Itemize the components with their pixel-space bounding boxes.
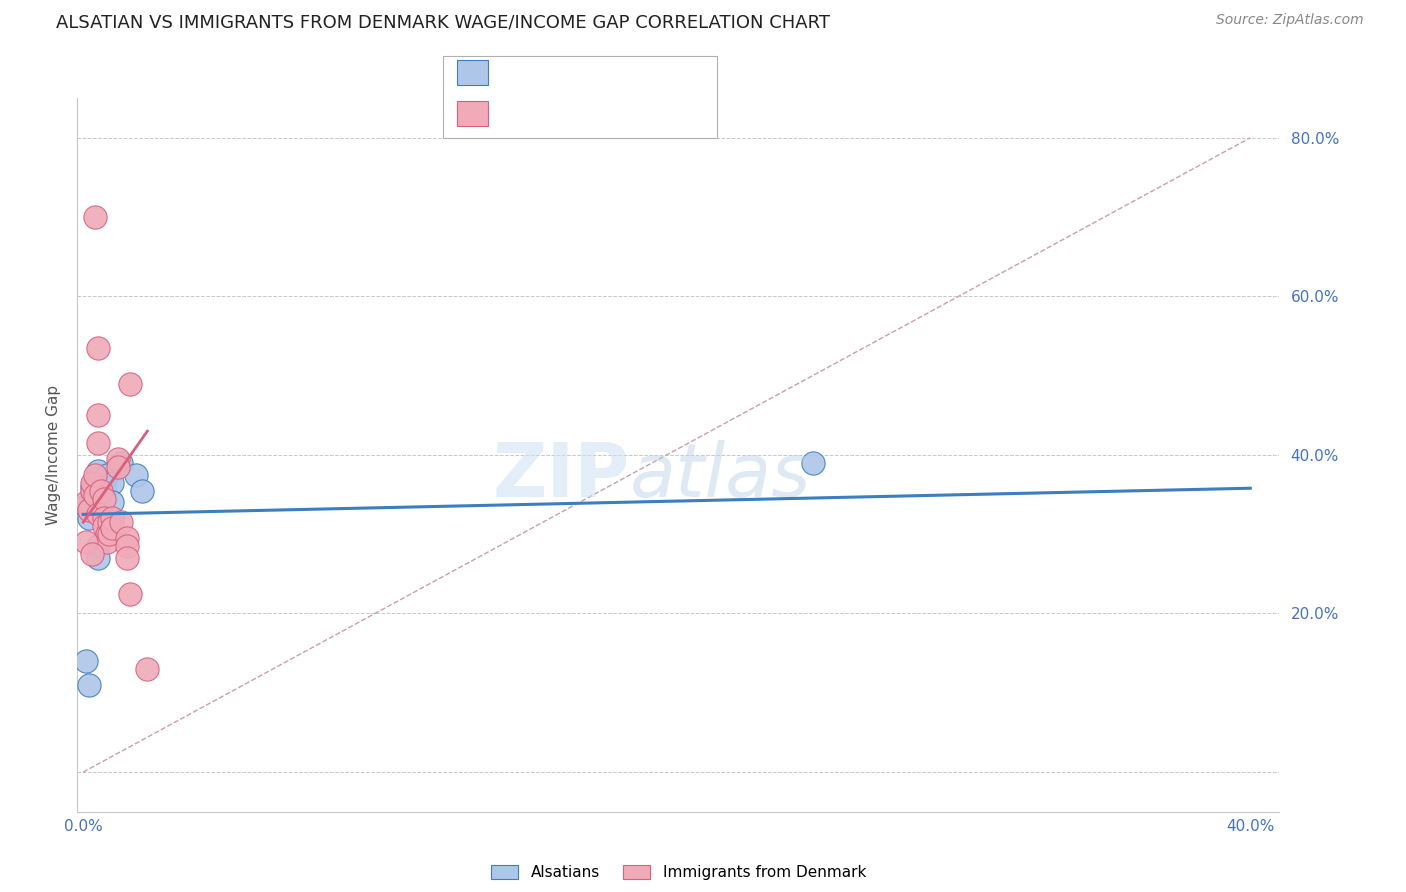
Text: R =: R = bbox=[498, 65, 531, 80]
Point bbox=[87, 341, 110, 355]
Point bbox=[77, 503, 100, 517]
Point bbox=[96, 527, 118, 541]
Point bbox=[83, 480, 105, 494]
Point bbox=[110, 456, 132, 470]
Point bbox=[80, 547, 103, 561]
Point bbox=[107, 451, 129, 466]
Text: N =: N = bbox=[581, 106, 624, 121]
Point bbox=[96, 467, 118, 482]
Text: 0.156: 0.156 bbox=[529, 106, 576, 121]
Point bbox=[118, 376, 141, 391]
Point bbox=[93, 519, 115, 533]
Text: 32: 32 bbox=[626, 106, 647, 121]
Point bbox=[101, 475, 124, 490]
Point bbox=[87, 551, 110, 566]
Point bbox=[101, 521, 124, 535]
Point bbox=[131, 483, 153, 498]
Point bbox=[87, 475, 110, 490]
Point bbox=[83, 467, 105, 482]
Point bbox=[75, 495, 97, 509]
Point bbox=[80, 487, 103, 501]
Point bbox=[83, 210, 105, 224]
Point bbox=[80, 480, 103, 494]
Point bbox=[125, 467, 148, 482]
Point bbox=[101, 511, 124, 525]
Point bbox=[93, 511, 115, 525]
Legend: Alsatians, Immigrants from Denmark: Alsatians, Immigrants from Denmark bbox=[485, 858, 872, 886]
Point bbox=[77, 678, 100, 692]
Point bbox=[115, 551, 138, 566]
Point bbox=[118, 587, 141, 601]
Text: atlas: atlas bbox=[630, 441, 811, 512]
Text: ZIP: ZIP bbox=[494, 440, 630, 513]
Point bbox=[83, 487, 105, 501]
Point bbox=[87, 539, 110, 553]
Point bbox=[75, 654, 97, 668]
Text: ALSATIAN VS IMMIGRANTS FROM DENMARK WAGE/INCOME GAP CORRELATION CHART: ALSATIAN VS IMMIGRANTS FROM DENMARK WAGE… bbox=[56, 13, 830, 31]
Point bbox=[136, 662, 159, 676]
Point bbox=[98, 516, 121, 530]
Point bbox=[87, 464, 110, 478]
Point bbox=[115, 531, 138, 545]
Point bbox=[75, 500, 97, 514]
Point bbox=[115, 539, 138, 553]
Text: Source: ZipAtlas.com: Source: ZipAtlas.com bbox=[1216, 13, 1364, 28]
Point bbox=[87, 436, 110, 450]
Point bbox=[80, 475, 103, 490]
Text: 19: 19 bbox=[626, 65, 647, 80]
Point bbox=[77, 511, 100, 525]
Point bbox=[83, 495, 105, 509]
Text: 0.027: 0.027 bbox=[529, 65, 576, 80]
Point bbox=[96, 535, 118, 549]
Y-axis label: Wage/Income Gap: Wage/Income Gap bbox=[46, 384, 62, 525]
Point bbox=[101, 495, 124, 509]
Point bbox=[75, 535, 97, 549]
Point bbox=[90, 491, 112, 506]
Point bbox=[107, 459, 129, 474]
Text: N =: N = bbox=[581, 65, 624, 80]
Text: R =: R = bbox=[498, 106, 531, 121]
Point bbox=[801, 456, 824, 470]
Point bbox=[110, 516, 132, 530]
Point bbox=[98, 527, 121, 541]
Point bbox=[93, 491, 115, 506]
Point bbox=[90, 483, 112, 498]
Point bbox=[93, 480, 115, 494]
Point bbox=[87, 508, 110, 522]
Point bbox=[87, 409, 110, 423]
Point bbox=[80, 483, 103, 498]
